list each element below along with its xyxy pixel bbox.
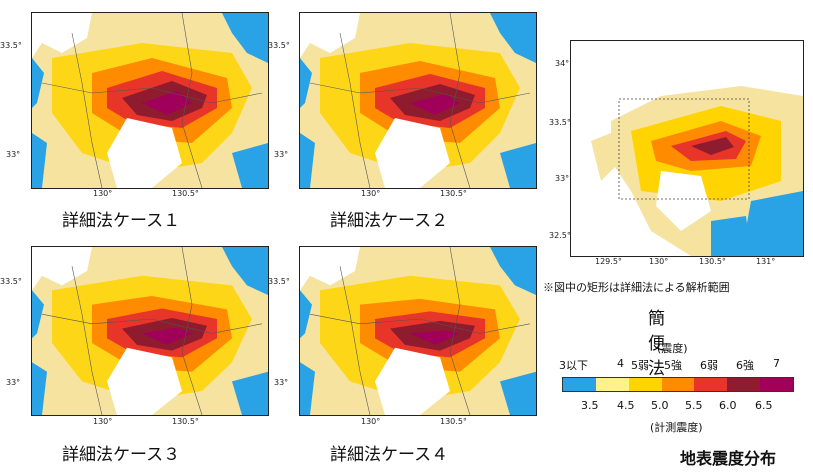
intensity-map-case-2[interactable] [299, 12, 537, 189]
legend-swatch [727, 378, 761, 391]
legend-swatch [661, 378, 695, 391]
lat-tick: 33° [555, 174, 570, 183]
legend-numeric-label: 6.0 [719, 399, 737, 412]
lat-tick: 33° [274, 378, 289, 387]
legend-intensity-label: 6弱 [700, 359, 718, 372]
legend-swatch [760, 378, 794, 391]
lon-tick: 130.5° [172, 189, 199, 198]
lon-tick: 130° [649, 257, 669, 266]
lon-tick: 130.5° [440, 189, 467, 198]
intensity-map-case-4[interactable] [299, 246, 537, 416]
legend-intensity-label: 6強 [736, 359, 754, 372]
legend-swatch [628, 378, 663, 391]
intensity-map-case-3[interactable] [31, 246, 269, 416]
lon-tick: 130° [93, 417, 113, 426]
lat-tick: 33.5° [268, 277, 290, 286]
legend-intensity-label: 5弱 [631, 359, 649, 372]
lat-tick: 34° [555, 59, 570, 68]
legend-intensity-label: 3以下 [559, 359, 588, 372]
analysis-area-note: ※図中の矩形は詳細法による解析範囲 [543, 281, 730, 294]
case-caption: 詳細法ケース１ [62, 211, 181, 231]
legend-swatch [563, 378, 597, 391]
legend-intensity-label: 7 [773, 357, 780, 370]
lon-tick: 131° [756, 257, 776, 266]
lat-tick: 33° [6, 150, 21, 159]
legend-subtitle: (計測震度) [650, 421, 703, 434]
figure-title: 地表震度分布 [680, 449, 777, 468]
lat-tick: 33.5° [549, 118, 571, 127]
legend-numeric-label: 5.0 [651, 399, 669, 412]
lat-tick: 33.5° [0, 277, 22, 286]
lat-tick: 33.5° [268, 41, 290, 50]
lon-tick: 129.5° [595, 257, 622, 266]
legend-numeric-label: 3.5 [581, 399, 599, 412]
intensity-map-case-1[interactable] [31, 12, 269, 189]
lat-tick: 33° [274, 150, 289, 159]
lat-tick: 32.5° [549, 231, 571, 240]
case-caption: 詳細法ケース２ [330, 211, 449, 231]
simple-method-caption: 簡便法 [648, 309, 665, 379]
legend-title: (震度) [657, 342, 688, 355]
legend-swatch [694, 378, 728, 391]
legend-intensity-label: 5強 [664, 359, 682, 372]
lon-tick: 130° [361, 417, 381, 426]
legend-intensity-label: 4 [617, 357, 624, 370]
legend-numeric-label: 6.5 [755, 399, 773, 412]
case-caption: 詳細法ケース４ [330, 445, 449, 465]
legend-swatch [595, 378, 630, 391]
lon-tick: 130.5° [172, 417, 199, 426]
lon-tick: 130.5° [699, 257, 726, 266]
legend-numeric-label: 5.5 [685, 399, 703, 412]
lon-tick: 130.5° [440, 417, 467, 426]
legend-color-bar [562, 377, 794, 392]
lon-tick: 130° [93, 189, 113, 198]
legend-numeric-label: 4.5 [617, 399, 635, 412]
intensity-map-simple[interactable] [570, 40, 804, 257]
lat-tick: 33° [6, 378, 21, 387]
case-caption: 詳細法ケース３ [62, 445, 181, 465]
lon-tick: 130° [361, 189, 381, 198]
lat-tick: 33.5° [0, 41, 22, 50]
